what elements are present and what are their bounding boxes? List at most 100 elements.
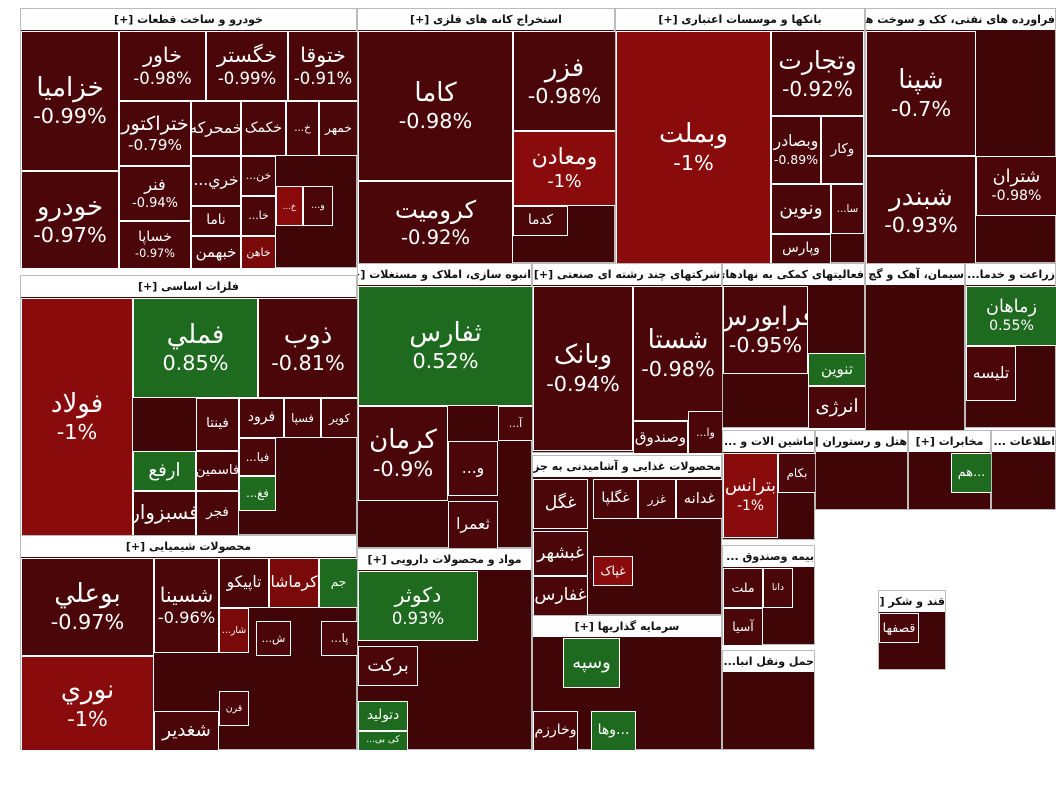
tile[interactable]: فسبزوار [133,491,196,536]
tile[interactable]: وخارزم [533,711,578,751]
tile[interactable]: دتولید [358,701,408,731]
tile[interactable]: کرومیت -0.92% [358,181,513,264]
tile[interactable]: نوري -1% [21,656,154,751]
tile[interactable]: خزامیا -0.99% [21,31,119,171]
sector-title[interactable]: فعالیتهای کمکی به نهادهای... [+] [723,264,864,285]
sector-title[interactable]: حمل ونقل انبا... [+] [723,651,814,672]
sector-title[interactable]: محصولات شیمیایی [+] [21,536,356,557]
tile[interactable]: فرابورس-0.95% [723,286,808,374]
tile[interactable]: خکمک [241,101,286,156]
sector-title[interactable]: قند و شکر [+] [879,591,945,612]
tile[interactable]: شبندر -0.93% [866,156,976,264]
tile[interactable]: زماهان 0.55% [966,286,1056,346]
tile[interactable]: ذوب -0.81% [258,298,358,398]
tile[interactable]: خساپا -0.97% [119,221,191,269]
tile[interactable]: کی بی... [358,731,408,751]
sector-title[interactable]: محصولات غذایی و آشامیدنی به جز ... [+] [533,456,721,477]
tile[interactable]: خاور -0.98% [119,31,206,101]
tile[interactable]: خري... [191,156,241,206]
sector-title[interactable]: ماشین الات و ... [+] [723,431,814,452]
tile[interactable]: تاپیکو [219,558,269,608]
tile[interactable]: دانا [763,568,793,608]
tile[interactable]: وا... [688,411,723,454]
tile[interactable]: غگل [533,479,588,529]
tile[interactable]: کدما [513,206,568,236]
sector-title[interactable]: فلزات اساسی [+] [21,276,356,297]
sector-title[interactable]: فراورده های نفتی، کک و سوخت هسته ای [+] [866,9,1055,30]
tile[interactable]: سا... [831,184,864,234]
tile[interactable]: فزر -0.98% [513,31,616,131]
tile[interactable]: فولاد -1% [21,298,133,536]
sector-title[interactable]: هتل و رستوران [+] [816,431,907,452]
sector-title[interactable]: بانکها و موسسات اعتباری [+] [616,9,864,30]
tile[interactable]: وکار [821,116,864,184]
sector-title[interactable]: بیمه وصندوق ... [+] [723,546,814,567]
tile[interactable]: خمهر [319,101,358,156]
tile[interactable]: شار... [219,608,249,653]
tile[interactable]: غبشهر [533,531,588,576]
tile[interactable]: ونوین [771,184,831,234]
tile[interactable]: غدانه [676,479,723,519]
tile[interactable]: خن... [241,156,276,196]
tile[interactable]: فنر -0.94% [119,166,191,221]
sector-title[interactable]: انبوه سازی، املاک و مستغلات [+] [358,264,531,285]
tile[interactable]: خبهمن [191,236,241,269]
sector-title[interactable]: شرکتهای چند رشته ای صنعتی [+] [533,264,721,285]
tile[interactable]: کاما -0.98% [358,31,513,181]
tile[interactable]: وتجارت -0.92% [771,31,864,116]
tile[interactable]: کرمان -0.9% [358,406,448,501]
tile[interactable]: بترانس -1% [723,453,778,538]
tile[interactable]: فبا... [239,438,276,476]
tile[interactable]: ملت [723,568,763,608]
tile[interactable]: وبملت -1% [616,31,771,264]
tile[interactable]: و... [303,186,333,226]
tile[interactable]: ثعمرا [448,501,498,549]
tile[interactable]: ومعادن -1% [513,131,616,206]
tile[interactable]: وصندوق [633,421,688,454]
sector-title[interactable]: سیمان، آهک و گچ [+] [866,264,964,285]
tile[interactable]: خگستر -0.99% [206,31,288,101]
tile[interactable]: شسینا -0.96% [154,558,219,653]
sector-title[interactable]: مواد و محصولات دارویی [+] [358,549,531,570]
tile[interactable]: فغ... [239,476,276,511]
tile[interactable]: فينتا [196,398,239,451]
tile[interactable]: فسپا [284,398,321,438]
tile[interactable]: کویر [321,398,358,438]
tile[interactable]: برکت [358,646,418,686]
tile[interactable]: بکام [778,453,816,493]
tile[interactable]: شپنا -0.7% [866,31,976,156]
tile[interactable]: ش... [256,621,291,656]
tile[interactable]: خ... [286,101,319,156]
tile[interactable]: انرژی [808,386,866,429]
tile[interactable]: آ... [498,406,533,441]
sector-title[interactable]: زراعت و خدما... [+] [966,264,1055,285]
tile[interactable]: فجر [196,491,239,536]
tile[interactable]: قرن [219,691,249,726]
tile[interactable]: وبصادر -0.89% [771,116,821,184]
tile[interactable]: خا... [241,196,276,236]
tile[interactable]: خودرو -0.97% [21,171,119,269]
tile[interactable]: غپاک [593,556,633,586]
tile[interactable]: فاسمین [196,451,239,491]
tile[interactable]: ...هم [951,453,992,493]
tile[interactable]: ختراکتور -0.79% [119,101,191,166]
sector-title[interactable]: سرمایه گذاریها [+] [533,616,721,637]
tile[interactable]: غگلپا [593,479,638,519]
tile[interactable]: آسیا [723,608,763,646]
tile[interactable]: وپارس [771,234,831,264]
tile[interactable]: خ... [276,186,303,226]
tile[interactable]: فملي 0.85% [133,298,258,398]
tile[interactable]: ختوقا -0.91% [288,31,358,101]
tile[interactable]: جم [319,558,358,608]
sector-title[interactable]: مخابرات [+] [909,431,990,452]
sector-title[interactable]: خودرو و ساخت قطعات [+] [21,9,356,30]
sector-title[interactable]: استخراج کانه های فلزی [+] [358,9,614,30]
tile[interactable]: وبانک -0.94% [533,286,633,451]
tile[interactable]: غفارس [533,576,588,616]
tile[interactable]: شستا -0.98% [633,286,723,421]
tile[interactable]: دکوثر 0.93% [358,571,478,641]
tile[interactable]: ثفارس 0.52% [358,286,533,406]
tile[interactable]: شتران -0.98% [976,156,1056,216]
tile[interactable]: فرود [239,398,284,438]
tile[interactable]: پا... [321,621,358,656]
